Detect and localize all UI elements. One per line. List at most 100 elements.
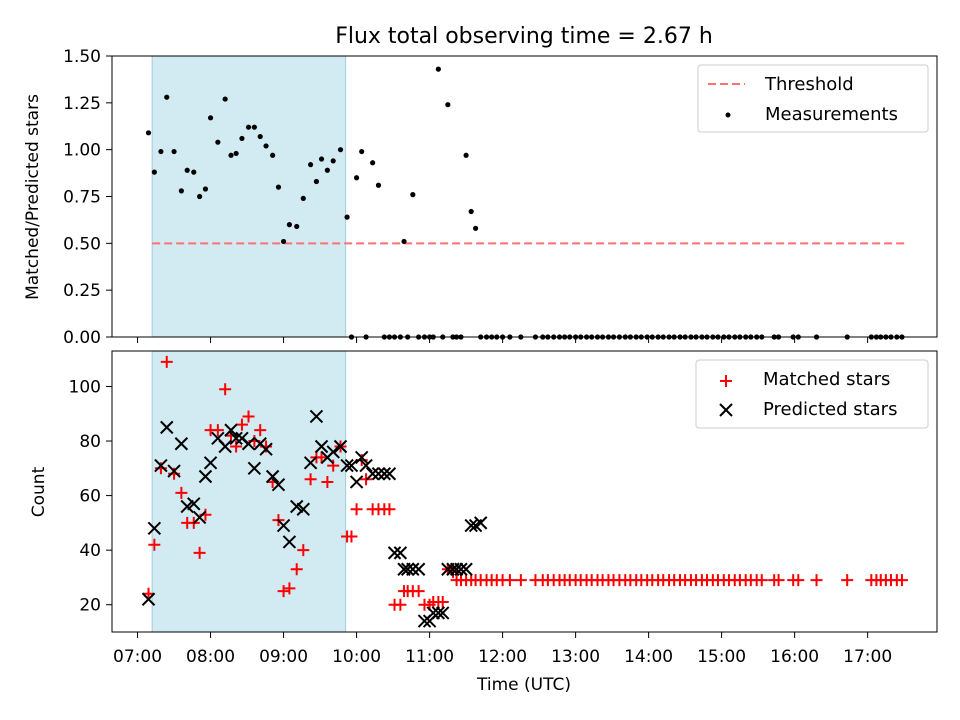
measurement-point (318, 156, 325, 162)
matched-star-point (394, 598, 407, 611)
predicted-star-point (147, 521, 162, 536)
predicted-star-point (160, 420, 174, 435)
predicted-star-point (314, 439, 329, 454)
measurement-point (270, 152, 276, 158)
measurement-point (337, 147, 344, 153)
top-plot-area (145, 55, 905, 340)
predicted-star-point (349, 475, 364, 489)
matched-star-point (841, 574, 854, 587)
predicted-star-point (141, 592, 156, 606)
x-tick-label: 12:00 (478, 647, 527, 667)
predicted-star-point (431, 606, 446, 620)
y-tick-label: 1.00 (63, 141, 101, 161)
measurement-point (375, 182, 382, 188)
measurement-point (191, 169, 197, 175)
y-tick-label: 0.75 (63, 188, 101, 208)
legend-measurements-swatch (725, 112, 731, 118)
measurement-point (324, 167, 330, 173)
x-tick-label: 17:00 (843, 647, 892, 667)
x-axis-label: Time (UTC) (476, 675, 571, 695)
x-tick-label: 14:00 (624, 647, 673, 667)
y-tick-label: 1.50 (63, 47, 101, 67)
x-tick-label: 11:00 (405, 647, 454, 667)
matched-star-point (360, 473, 373, 486)
predicted-star-point (473, 516, 488, 530)
bottom-y-axis: 20 40 60 80 100 (69, 377, 112, 616)
measurement-point (178, 188, 184, 194)
predicted-star-point (203, 456, 218, 470)
matched-star-point (412, 585, 425, 598)
matched-star-point (219, 383, 232, 396)
measurement-point (280, 238, 287, 245)
predicted-star-point (247, 461, 262, 476)
measurement-point (171, 148, 177, 155)
matched-star-point (350, 503, 363, 516)
predicted-star-point (411, 562, 426, 576)
y-tick-label: 0.50 (63, 234, 101, 254)
predicted-star-point (464, 518, 478, 533)
measurement-point (445, 102, 451, 108)
y-tick-label: 80 (79, 432, 101, 452)
predicted-star-point (344, 458, 359, 473)
legend-measurements-label: Measurements (765, 104, 898, 125)
x-tick-label: 07:00 (113, 647, 162, 667)
bottom-panel: 20 40 60 80 100 07:00 08:00 09:00 10:00 11:00 12:… (29, 350, 938, 695)
measurement-point (330, 158, 336, 164)
predicted-star-point (393, 546, 408, 560)
measurement-point (463, 152, 469, 158)
predicted-star-point (426, 606, 440, 620)
top-y-axis: 0.00 0.25 0.50 0.75 1.00 1.25 1.50 (63, 47, 112, 348)
predicted-star-point (365, 467, 380, 481)
matched-star-point (315, 451, 328, 464)
matched-star-point (242, 410, 255, 423)
measurement-point (158, 148, 164, 155)
measurement-point (222, 96, 228, 102)
predicted-star-point (303, 456, 318, 470)
matched-star-point (235, 418, 248, 431)
measurement-point (245, 124, 252, 130)
predicted-star-point (377, 467, 392, 481)
y-tick-label: 40 (79, 541, 101, 561)
measurement-point (359, 148, 365, 155)
x-tick-label: 15:00 (697, 647, 746, 667)
matched-star-point (304, 473, 317, 486)
matched-star-point (277, 585, 290, 598)
measurement-point (145, 130, 152, 136)
measurement-point (263, 143, 269, 149)
bottom-y-axis-label: Count (29, 466, 49, 517)
matched-star-point (193, 546, 206, 559)
predicted-star-point (271, 477, 286, 492)
predicted-star-point (406, 562, 420, 576)
x-tick-label: 16:00 (770, 647, 819, 667)
measurement-point (151, 169, 157, 175)
predicted-star-point (340, 458, 354, 473)
measurement-point (228, 152, 234, 158)
x-tick-label: 13:00 (551, 647, 600, 667)
matched-star-point (436, 595, 449, 608)
measurement-point (233, 150, 239, 157)
matched-star-point (175, 486, 188, 499)
measurement-point (286, 222, 293, 228)
matched-star-point (514, 574, 527, 587)
matched-star-point (383, 503, 396, 516)
matched-star-point (142, 587, 155, 600)
legend-matched-swatch (720, 375, 732, 387)
top-x-ticks (137, 337, 869, 343)
observing-span-shade (151, 55, 347, 338)
legend-threshold-label: Threshold (764, 74, 854, 95)
predicted-star-point (218, 439, 232, 454)
predicted-star-point (187, 497, 201, 511)
matched-star-point (225, 429, 238, 442)
legend-predicted-swatch (719, 403, 733, 417)
measurement-point (401, 238, 407, 245)
bottom-plot-area (141, 350, 908, 633)
predicted-star-point (154, 458, 168, 473)
y-tick-label: 0.00 (63, 328, 101, 348)
top-y-axis-label: Matched/Predicted stars (23, 94, 43, 300)
measurement-point (202, 186, 209, 192)
predicted-star-point (387, 546, 402, 560)
bottom-legend: Matched stars Predicted stars (695, 359, 929, 429)
chart-title: Flux total observing time = 2.67 h (335, 24, 713, 49)
predicted-star-point (326, 445, 340, 459)
observing-span-shade (151, 350, 347, 633)
